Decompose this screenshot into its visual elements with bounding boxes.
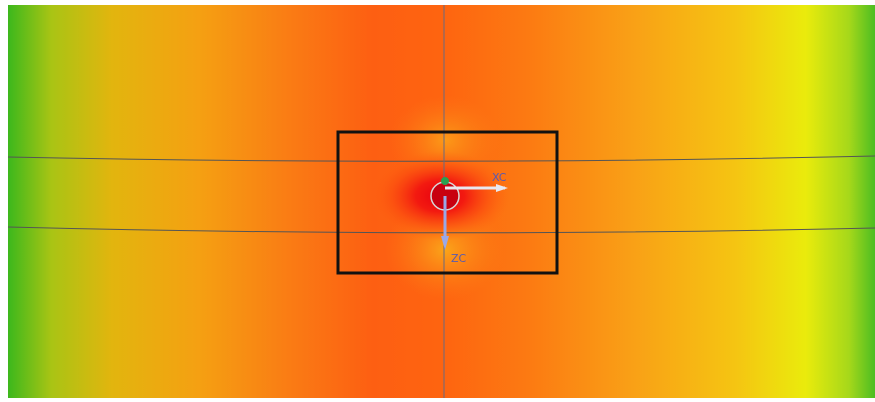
- page: XC ZC (() => { const data = JSON.parse(d…: [0, 0, 875, 402]
- x-axis-label: XC: [492, 171, 507, 184]
- z-axis-label: ZC: [451, 252, 467, 265]
- hole-marker: [441, 177, 449, 185]
- viewport: XC ZC: [0, 0, 875, 402]
